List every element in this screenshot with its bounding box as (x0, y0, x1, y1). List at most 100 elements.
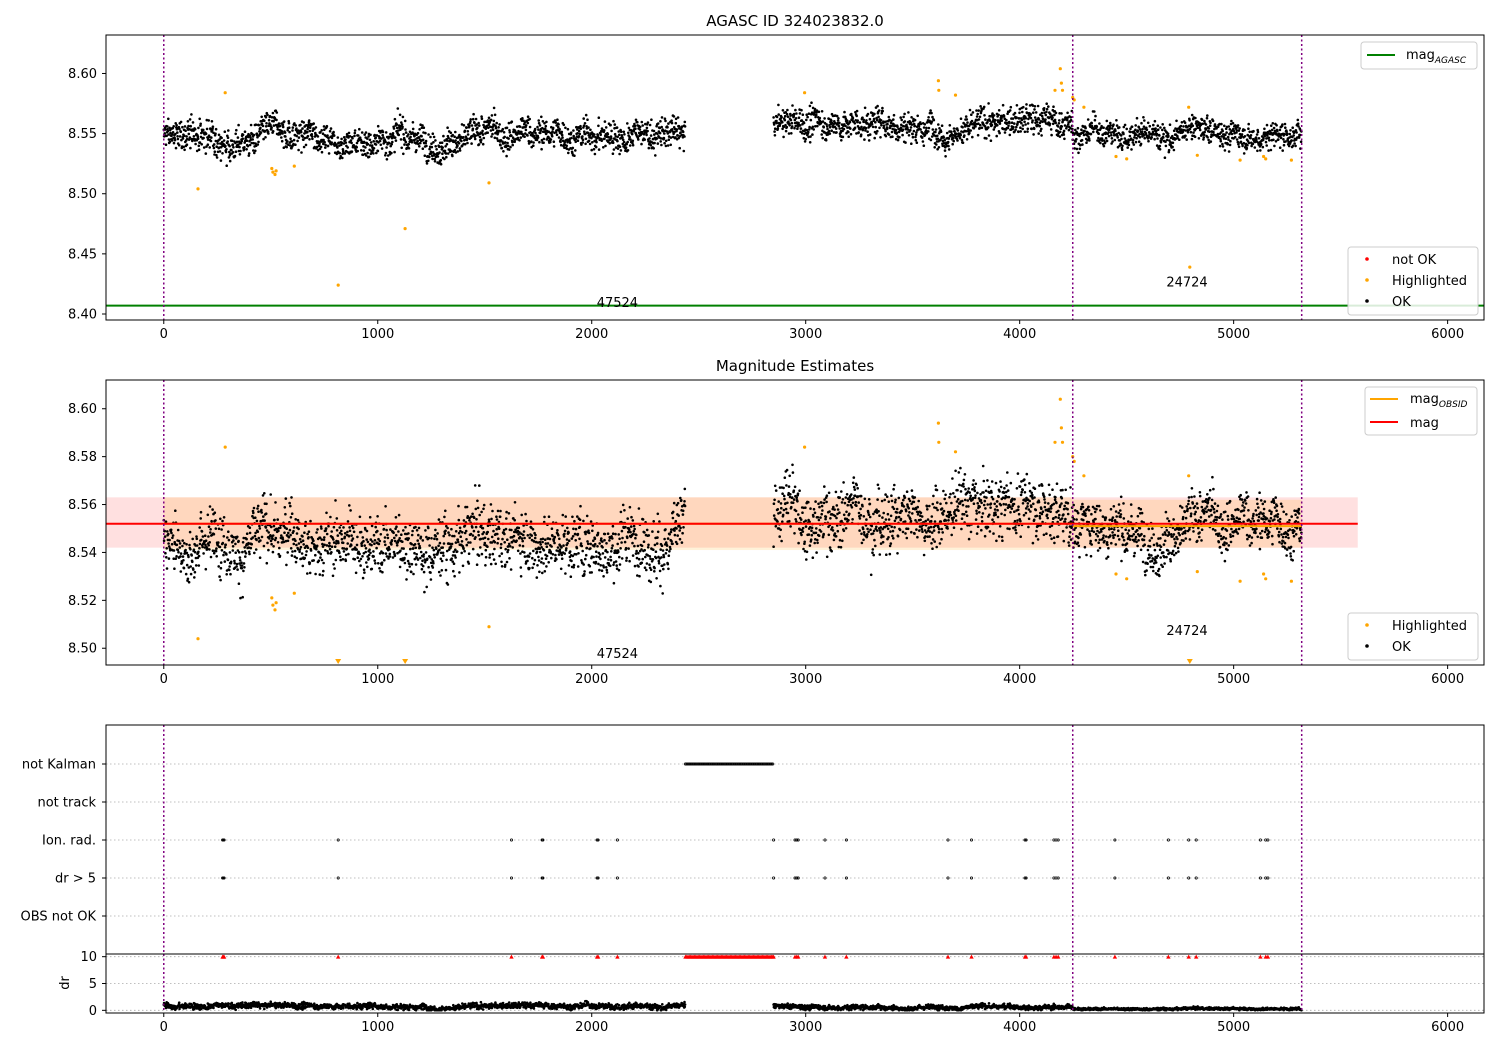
agasc-ok-point (1111, 140, 1114, 143)
agasc-ok-point (1221, 145, 1225, 148)
magnitude-ok-point (508, 545, 512, 548)
agasc-ok-point (676, 116, 680, 119)
agasc-ok-point (215, 153, 218, 157)
magnitude-ok-point (471, 526, 474, 529)
magnitude-ok-point (532, 562, 536, 566)
agasc-ok-point (585, 125, 588, 128)
magnitude-ok-point (260, 508, 263, 512)
agasc-ok-point (802, 121, 806, 125)
agasc-ok-point (404, 140, 408, 144)
agasc-ok-point (559, 140, 562, 144)
agasc-ok-point (618, 152, 621, 156)
agasc-ok-point (547, 130, 550, 133)
agasc-ok-point (1178, 138, 1181, 141)
agasc-highlighted-point (336, 283, 340, 287)
agasc-ok-point (1100, 137, 1104, 140)
agasc-ok-point (916, 114, 919, 118)
agasc-ok-point (976, 112, 979, 116)
magnitude-ok-point (572, 563, 576, 567)
agasc-ok-point (584, 137, 588, 141)
agasc-ok-point (1115, 124, 1119, 127)
agasc-ok-point (597, 148, 601, 151)
agasc-ok-point (293, 122, 296, 125)
magnitude-ok-point (481, 526, 485, 530)
agasc-ok-point (1086, 138, 1089, 142)
agasc-ok-point (1125, 127, 1128, 131)
agasc-ok-point (927, 116, 930, 119)
magnitude-ok-point (270, 542, 273, 546)
magnitude-ok-point (671, 510, 675, 514)
magnitude-ok-point (582, 563, 585, 566)
agasc-ok-point (799, 127, 803, 130)
agasc-ok-point (636, 120, 639, 124)
magnitude-ok-point (228, 551, 232, 554)
magnitude-ok-point (365, 561, 368, 564)
magnitude-ok-point (426, 557, 429, 561)
magnitude-ok-point (521, 539, 524, 543)
agasc-ok-point (497, 126, 500, 129)
magnitude-ok-point (271, 537, 274, 541)
magnitude-xtick-label: 2000 (575, 672, 608, 687)
magnitude-ok-point (492, 558, 496, 561)
agasc-ok-point (1247, 127, 1250, 130)
magnitude-ok-point (183, 541, 186, 545)
magnitude-ok-point (290, 512, 294, 515)
agasc-ok-point (1227, 150, 1231, 153)
magnitude-ok-point (370, 567, 374, 571)
agasc-ok-point (1006, 112, 1009, 115)
agasc-ok-point (612, 119, 615, 123)
agasc-ok-point (291, 126, 295, 129)
agasc-ok-point (1220, 122, 1223, 126)
agasc-ok-point (384, 140, 387, 144)
agasc-ok-point (946, 140, 950, 144)
agasc-highlighted-point (1058, 67, 1062, 71)
agasc-ok-point (239, 141, 243, 145)
agasc-ok-point (934, 128, 938, 131)
agasc-ok-point (332, 134, 336, 137)
magnitude-ok-point (361, 536, 365, 539)
agasc-ok-point (875, 132, 878, 135)
agasc-ok-point (777, 103, 780, 107)
magnitude-ok-point (257, 510, 260, 513)
agasc-ok-point (781, 127, 784, 131)
magnitude-ok-point (553, 541, 556, 545)
agasc-ok-point (1194, 116, 1197, 120)
magnitude-ok-point (217, 565, 220, 568)
magnitude-ok-point (633, 564, 637, 568)
magnitude-ok-point (413, 551, 416, 555)
magnitude-ok-point (579, 542, 583, 545)
agasc-ok-point (1296, 122, 1300, 125)
agasc-ok-point (1026, 122, 1030, 125)
magnitude-ok-point (525, 519, 528, 523)
agasc-ok-point (1288, 132, 1292, 136)
agasc-ok-point (1202, 136, 1206, 139)
agasc-ok-point (424, 139, 428, 143)
agasc-ok-point (1025, 103, 1028, 106)
agasc-ok-point (486, 131, 490, 134)
agasc-ok-point (670, 121, 674, 125)
magnitude-ok-point (206, 547, 209, 551)
agasc-ok-point (944, 155, 947, 158)
agasc-ok-point (220, 140, 224, 144)
agasc-ok-point (1233, 135, 1237, 139)
agasc-ok-point (281, 123, 285, 127)
agasc-ok-point (1213, 127, 1216, 131)
agasc-ok-point (844, 124, 847, 128)
magnitude-ok-point (589, 542, 592, 546)
magnitude-ok-point (558, 537, 561, 541)
agasc-ok-point (1180, 128, 1183, 131)
agasc-ok-point (231, 151, 235, 154)
agasc-ok-point (1154, 129, 1158, 133)
magnitude-ok-point (664, 552, 668, 555)
agasc-ok-point (212, 131, 215, 135)
agasc-ok-point (618, 145, 622, 148)
magnitude-ok-point (654, 550, 658, 553)
magnitude-ok-point (446, 583, 450, 586)
agasc-ok-point (1267, 149, 1270, 152)
magnitude-ok-point (218, 545, 222, 549)
magnitude-ok-point (474, 507, 478, 511)
agasc-ok-point (1223, 149, 1227, 152)
agasc-ok-point (579, 127, 583, 130)
agasc-ok-point (1156, 124, 1160, 127)
agasc-ok-point (1015, 104, 1019, 107)
